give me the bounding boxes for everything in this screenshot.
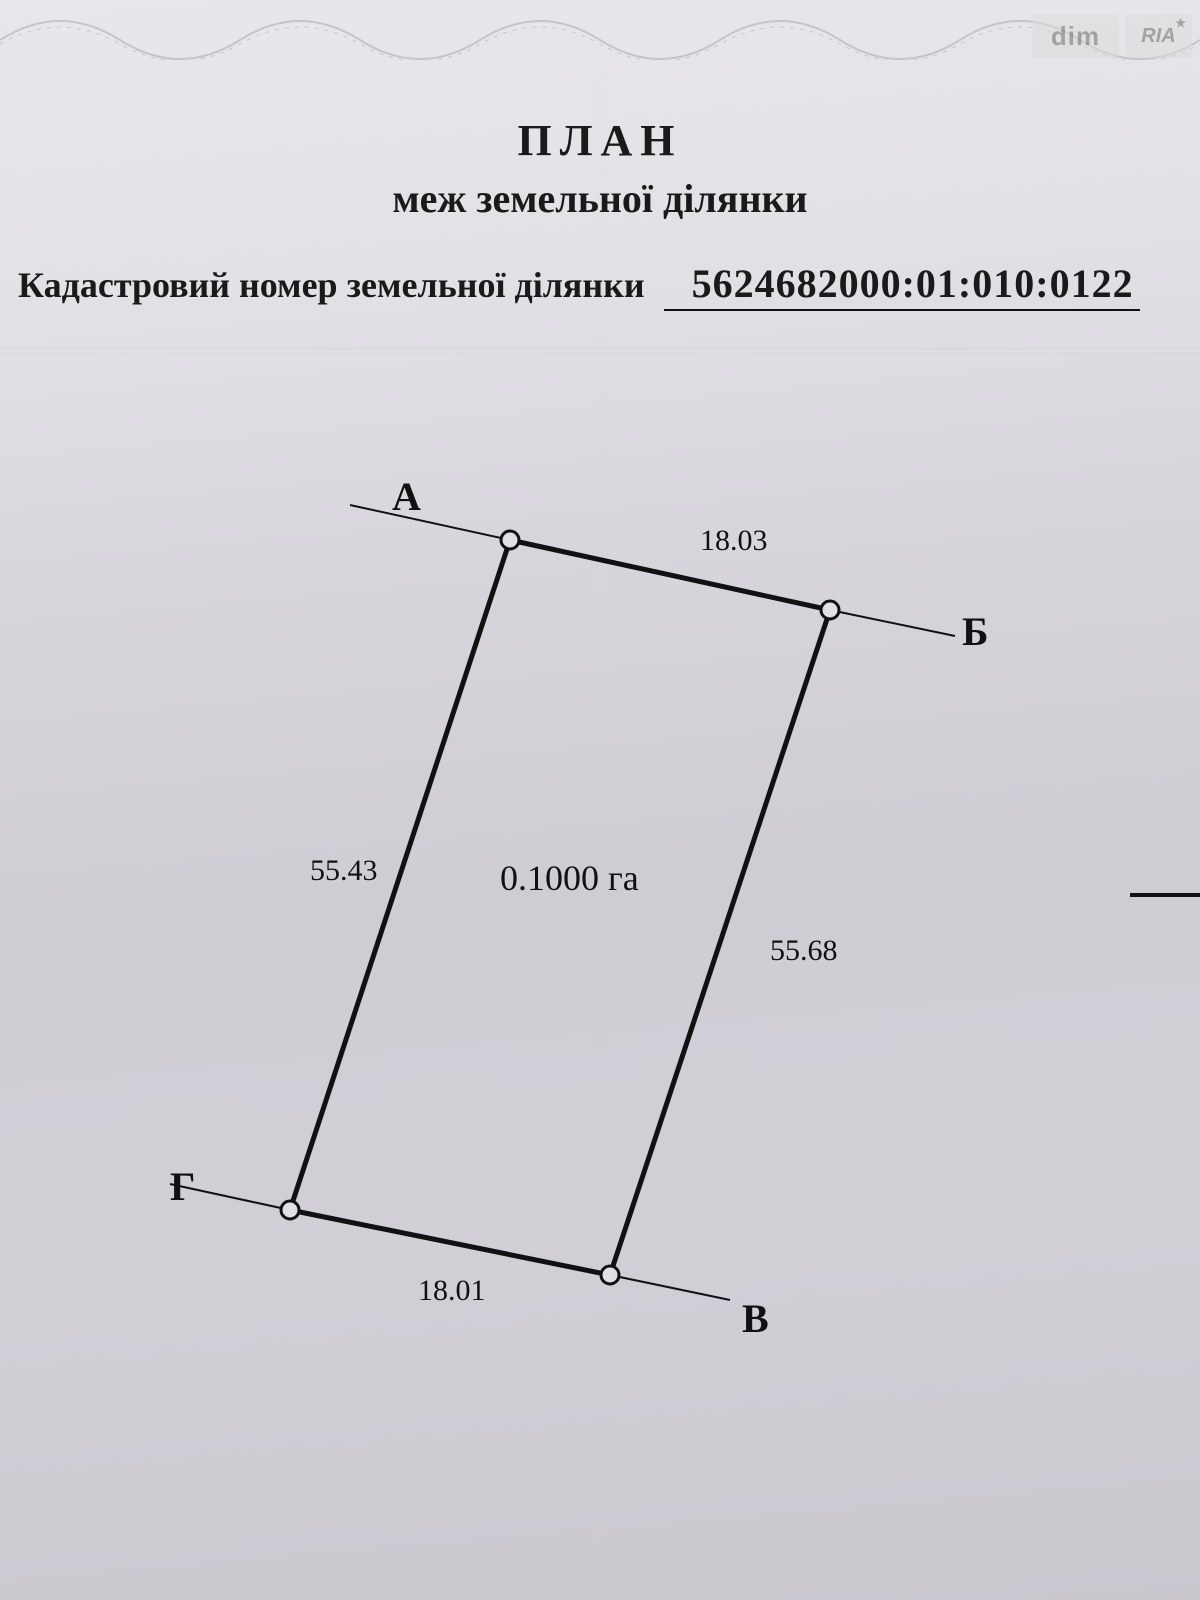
plot-edge — [510, 540, 830, 610]
plot-vertex — [501, 531, 519, 549]
edge-dimension: 55.68 — [770, 934, 838, 967]
guide-line — [610, 1275, 730, 1300]
edge-dimension: 18.01 — [418, 1274, 486, 1307]
guide-line — [830, 610, 955, 636]
plot-vertex — [281, 1201, 299, 1219]
land-plot-svg: А Б В Г 18.03 55.68 18.01 55.43 0.1000 га — [0, 0, 1200, 1600]
plot-vertex — [821, 601, 839, 619]
plot-edge — [290, 1210, 610, 1275]
edge-dimension: 55.43 — [310, 854, 378, 887]
vertex-label: В — [742, 1296, 769, 1341]
area-label: 0.1000 га — [500, 858, 639, 898]
vertex-label: Г — [170, 1164, 195, 1209]
vertex-label: А — [392, 474, 421, 519]
guide-line — [350, 505, 510, 540]
document-page: dim RIA ★ ПЛАН меж земельної ділянки Кад… — [0, 0, 1200, 1600]
plot-vertex — [601, 1266, 619, 1284]
edge-dimension: 18.03 — [700, 524, 768, 557]
vertex-label: Б — [962, 609, 988, 654]
